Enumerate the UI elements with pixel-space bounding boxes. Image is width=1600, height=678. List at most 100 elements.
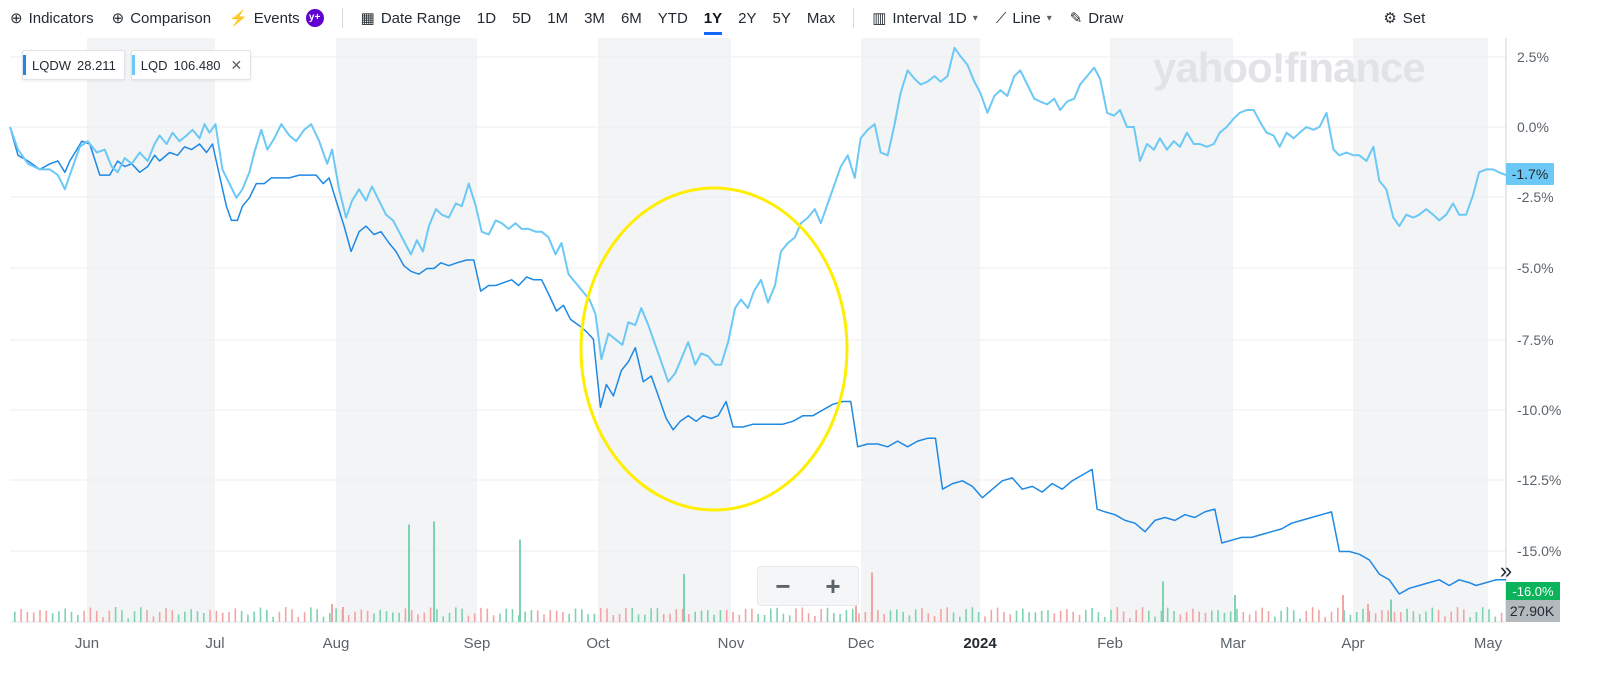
indicators-button[interactable]: ⊕ Indicators	[10, 9, 94, 28]
volume-bar	[688, 614, 690, 622]
legend-symbol: LQD	[140, 57, 168, 73]
volume-bar	[322, 616, 325, 622]
volume-bar	[335, 608, 337, 622]
calendar-icon: ▦	[360, 10, 375, 27]
volume-bar	[108, 610, 111, 622]
legend-chip-lqd[interactable]: LQD 106.480 ✕	[130, 50, 252, 80]
volume-bar	[1160, 610, 1163, 622]
volume-bar	[1400, 612, 1402, 622]
x-tick-label: Oct	[586, 635, 610, 652]
volume-bar	[946, 607, 948, 622]
expand-icon[interactable]: »	[1499, 558, 1513, 583]
settings-button[interactable]: ⚙ Set	[1383, 9, 1426, 28]
volume-bar	[581, 609, 583, 622]
volume-bar	[738, 614, 741, 622]
legend: LQDW 28.211 LQD 106.480 ✕	[22, 50, 252, 80]
volume-bar	[408, 524, 410, 622]
volume-bar	[864, 612, 867, 622]
settings-label: Set	[1402, 9, 1426, 27]
interval-button[interactable]: ▥ Interval 1D ▾	[872, 9, 978, 28]
volume-bar	[543, 614, 545, 622]
volume-bar	[83, 610, 85, 622]
comparison-button[interactable]: ⊕ Comparison	[112, 9, 211, 28]
month-band-4	[1110, 38, 1233, 622]
range-max[interactable]: Max	[806, 9, 836, 27]
range-3m[interactable]: 3M	[584, 9, 605, 27]
draw-label: Draw	[1088, 9, 1124, 27]
volume-bar	[1015, 610, 1018, 622]
volume-bar	[1431, 607, 1434, 622]
close-icon[interactable]: ✕	[230, 56, 243, 73]
volume-bar	[171, 610, 174, 622]
zoom-in-button[interactable]: +	[825, 570, 841, 601]
volume-bar	[1059, 610, 1062, 622]
volume-bar	[253, 611, 255, 622]
volume-bar	[549, 609, 552, 622]
y-tick-label: -10.0%	[1517, 402, 1561, 418]
volume-bar	[530, 610, 533, 622]
volume-bar	[1330, 611, 1333, 622]
volume-bar	[933, 616, 936, 622]
volume-bar	[1248, 614, 1251, 622]
date-range-button[interactable]: ▦ Date Range	[360, 9, 461, 28]
volume-bar	[1072, 611, 1074, 622]
volume-bar	[291, 609, 293, 622]
range-2y[interactable]: 2Y	[738, 9, 757, 27]
volume-bar	[467, 615, 470, 622]
volume-bar	[1242, 612, 1245, 622]
volume-bar	[303, 612, 306, 622]
volume-bar	[511, 609, 514, 622]
volume-bar	[1122, 611, 1125, 622]
range-1y[interactable]: 1Y	[703, 9, 723, 35]
legend-value: 106.480	[173, 57, 221, 73]
zoom-out-button[interactable]: −	[775, 570, 791, 601]
volume-bar	[644, 614, 646, 622]
volume-bar	[259, 607, 262, 622]
volume-bar	[1437, 610, 1440, 622]
line-type-button[interactable]: ⟋ Line ▾	[996, 10, 1052, 27]
series-line-lqdw	[9, 126, 1506, 595]
yahoo-finance-watermark: yahoo!finance	[1153, 44, 1426, 91]
volume-bar	[889, 610, 892, 622]
volume-bar	[1009, 614, 1011, 622]
volume-bar	[707, 610, 709, 622]
plus-circle-icon: ⊕	[10, 10, 23, 27]
volume-bar	[1305, 611, 1308, 622]
volume-bar	[429, 607, 432, 622]
volume-bar	[1185, 611, 1188, 622]
volume-bar	[683, 574, 685, 622]
range-5d[interactable]: 5D	[512, 9, 532, 27]
volume-bar	[505, 608, 507, 622]
volume-bar	[473, 613, 476, 622]
volume-bar	[146, 610, 148, 622]
range-6m[interactable]: 6M	[620, 9, 642, 27]
volume-bar	[990, 609, 993, 622]
x-tick-label: Mar	[1220, 635, 1246, 652]
range-ytd[interactable]: YTD	[657, 9, 688, 27]
range-1m[interactable]: 1M	[547, 9, 569, 27]
volume-bar	[1192, 608, 1194, 622]
volume-bar	[625, 607, 627, 622]
range-1d[interactable]: 1D	[476, 9, 497, 27]
volume-bar	[1040, 610, 1043, 622]
month-band-0	[87, 38, 215, 622]
x-tick-label: Jul	[205, 635, 224, 652]
volume-bar	[1387, 610, 1389, 622]
volume-bar	[914, 609, 917, 622]
range-5y[interactable]: 5Y	[772, 9, 791, 27]
volume-bar	[959, 616, 961, 622]
x-tick-label: Aug	[323, 635, 350, 652]
volume-bar	[1374, 613, 1377, 622]
volume-bar	[656, 608, 659, 622]
legend-chip-lqdw[interactable]: LQDW 28.211	[22, 50, 125, 80]
volume-bar	[58, 611, 60, 622]
volume-bar	[675, 609, 678, 622]
draw-button[interactable]: ✎ Draw	[1070, 9, 1124, 28]
current-value-badge: -1.7%	[1506, 163, 1554, 185]
legend-color-lqd	[131, 55, 135, 75]
volume-bar	[555, 610, 558, 622]
volume-bar	[1204, 612, 1207, 622]
events-button[interactable]: ⚡ Events y+	[229, 9, 324, 27]
volume-bar	[851, 608, 854, 622]
